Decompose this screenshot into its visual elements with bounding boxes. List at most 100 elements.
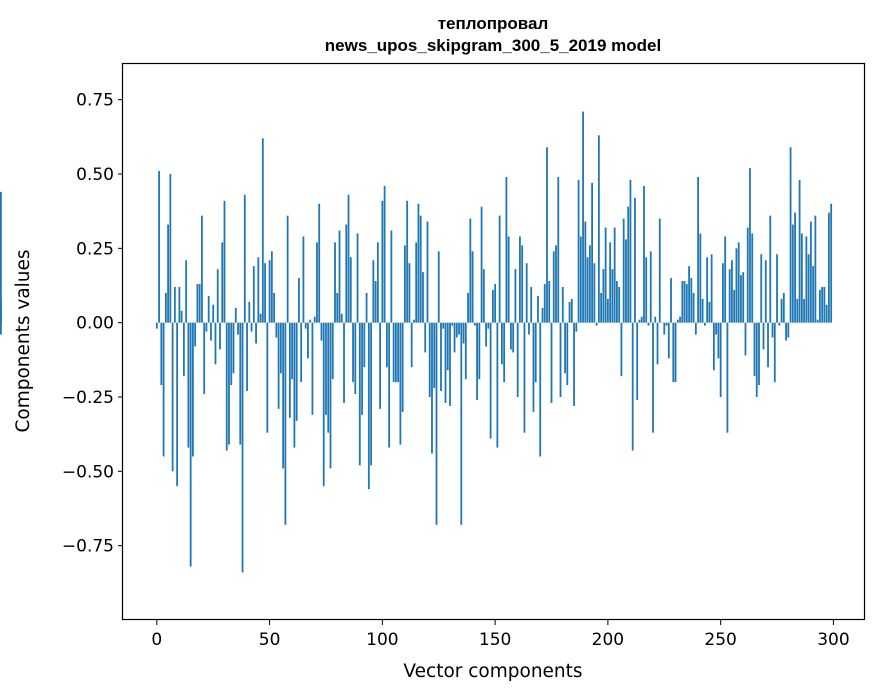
bar-290 bbox=[809, 221, 812, 323]
y-axis-ticks: −0.75 −0.50 −0.25 0.00 0.25 0.50 0.75 bbox=[62, 91, 123, 557]
bar-30 bbox=[223, 200, 226, 323]
bar-104 bbox=[390, 230, 393, 323]
bar-175 bbox=[550, 322, 553, 403]
bar-249 bbox=[717, 322, 720, 359]
bar-89 bbox=[356, 233, 359, 323]
bar-198 bbox=[602, 269, 605, 323]
bar-57 bbox=[284, 322, 287, 525]
bar-93 bbox=[365, 292, 368, 323]
bar-96 bbox=[372, 260, 375, 323]
bar-151 bbox=[496, 322, 499, 448]
bar-61 bbox=[293, 322, 296, 448]
bar-32 bbox=[228, 322, 230, 445]
bar-0 bbox=[155, 322, 158, 329]
bar-197 bbox=[600, 292, 603, 323]
bar-27 bbox=[216, 269, 219, 323]
bar-42 bbox=[250, 322, 253, 332]
bar-44 bbox=[255, 322, 257, 344]
bar-181 bbox=[564, 322, 566, 374]
bar-277 bbox=[780, 298, 783, 323]
bar-135 bbox=[460, 322, 463, 525]
bar-284 bbox=[796, 298, 799, 323]
bar-75 bbox=[325, 322, 327, 415]
bar-188 bbox=[579, 236, 582, 323]
chart-subtitle: news_upos_skipgram_300_5_2019 model bbox=[325, 36, 661, 55]
bar-163 bbox=[523, 322, 526, 433]
bar-62 bbox=[295, 322, 298, 421]
bar-6 bbox=[169, 174, 172, 323]
bar-241 bbox=[699, 233, 702, 323]
bar-121 bbox=[428, 322, 431, 397]
bar-143 bbox=[478, 322, 481, 380]
bar-191 bbox=[586, 257, 589, 323]
bar-94 bbox=[367, 322, 370, 490]
bar-250 bbox=[719, 322, 722, 397]
bar-15 bbox=[189, 322, 192, 567]
bar-280 bbox=[787, 322, 790, 338]
bar-47 bbox=[261, 138, 264, 323]
bar-48 bbox=[264, 263, 266, 323]
bar-206 bbox=[620, 322, 623, 377]
bar-248 bbox=[715, 322, 718, 335]
bar-161 bbox=[519, 236, 521, 323]
bar-252 bbox=[724, 236, 727, 323]
bar-195 bbox=[595, 322, 598, 326]
bar-236 bbox=[688, 266, 690, 323]
bar-182 bbox=[566, 322, 569, 386]
bar-288 bbox=[805, 236, 808, 323]
bar-129 bbox=[446, 322, 449, 371]
bar-26 bbox=[214, 322, 217, 365]
bar-97 bbox=[374, 281, 377, 323]
bar-233 bbox=[681, 281, 684, 323]
bar-242 bbox=[701, 298, 704, 323]
bar-165 bbox=[528, 322, 530, 335]
bar-139 bbox=[469, 218, 472, 323]
bar-174 bbox=[548, 281, 551, 323]
bar-55 bbox=[279, 322, 282, 374]
bar-285 bbox=[798, 179, 801, 323]
bar-221 bbox=[654, 316, 657, 323]
bar-220 bbox=[652, 322, 654, 433]
bar-95 bbox=[370, 322, 372, 466]
bar-245 bbox=[708, 301, 711, 323]
bar-147 bbox=[487, 322, 490, 329]
bar-229 bbox=[672, 322, 675, 383]
y-tick-label: 0.50 bbox=[76, 165, 114, 185]
bar-246 bbox=[710, 254, 713, 323]
bar-196 bbox=[597, 135, 600, 323]
bar-105 bbox=[392, 322, 395, 383]
bar-63 bbox=[298, 278, 300, 323]
bar-45 bbox=[257, 257, 260, 323]
bar-20 bbox=[201, 215, 203, 323]
bar-84 bbox=[345, 224, 348, 323]
bar-52 bbox=[273, 292, 275, 323]
x-tick-label: 50 bbox=[259, 630, 281, 650]
bar-264 bbox=[751, 233, 754, 323]
bar-187 bbox=[577, 179, 580, 323]
bar-235 bbox=[685, 284, 688, 323]
bar-76 bbox=[327, 322, 330, 433]
bar-38 bbox=[241, 322, 244, 573]
y-tick-label: 0.75 bbox=[76, 91, 114, 111]
bar-226 bbox=[665, 322, 668, 326]
bar-10 bbox=[178, 286, 181, 323]
bar-133 bbox=[455, 322, 458, 338]
bar-189 bbox=[582, 111, 584, 323]
bar-237 bbox=[690, 278, 693, 323]
bar-183 bbox=[568, 301, 571, 323]
bar-171 bbox=[541, 307, 544, 323]
bar-272 bbox=[769, 215, 772, 323]
bar-180 bbox=[561, 286, 564, 323]
bar-29 bbox=[221, 242, 224, 323]
bar-2 bbox=[160, 322, 163, 386]
bar-144 bbox=[480, 206, 483, 323]
bar-146 bbox=[485, 322, 487, 347]
bar-111 bbox=[406, 200, 409, 323]
bar-173 bbox=[546, 147, 548, 323]
bar-262 bbox=[746, 227, 749, 323]
bar-172 bbox=[543, 284, 546, 323]
bar-141 bbox=[473, 322, 476, 326]
bar-28 bbox=[219, 322, 221, 350]
bar-289 bbox=[807, 254, 810, 323]
bar-193 bbox=[591, 182, 593, 323]
